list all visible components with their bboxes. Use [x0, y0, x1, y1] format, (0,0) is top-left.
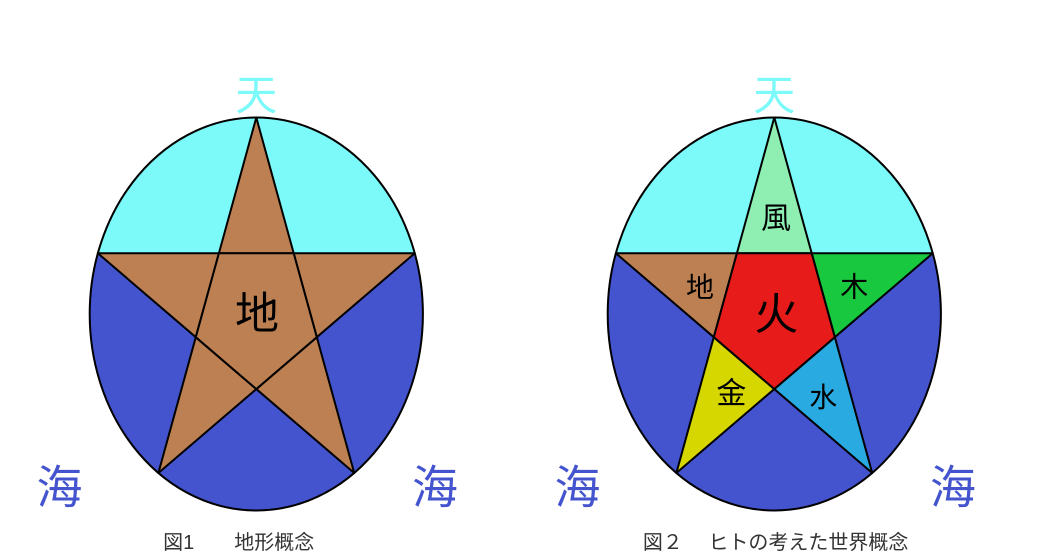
- svg-text:海: 海: [930, 462, 976, 514]
- svg-text:地: 地: [686, 272, 714, 303]
- svg-text:天: 天: [235, 72, 277, 119]
- svg-text:海: 海: [555, 462, 601, 514]
- svg-text:木: 木: [840, 271, 868, 302]
- svg-text:天: 天: [753, 72, 795, 119]
- svg-text:金: 金: [716, 378, 746, 411]
- svg-text:海: 海: [37, 462, 83, 514]
- svg-text:図２ ヒトの考えた世界概念: 図２ ヒトの考えた世界概念: [643, 530, 909, 554]
- svg-text:地: 地: [235, 289, 279, 338]
- svg-text:図1 地形概念: 図1 地形概念: [163, 530, 314, 554]
- svg-text:風: 風: [761, 202, 791, 235]
- svg-text:水: 水: [809, 382, 837, 413]
- svg-text:海: 海: [412, 462, 458, 514]
- svg-text:火: 火: [754, 290, 798, 339]
